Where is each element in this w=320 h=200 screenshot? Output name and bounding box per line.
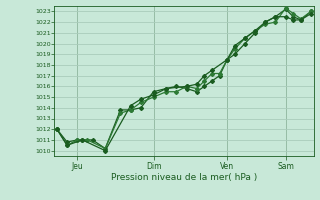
X-axis label: Pression niveau de la mer( hPa ): Pression niveau de la mer( hPa ) xyxy=(111,173,257,182)
